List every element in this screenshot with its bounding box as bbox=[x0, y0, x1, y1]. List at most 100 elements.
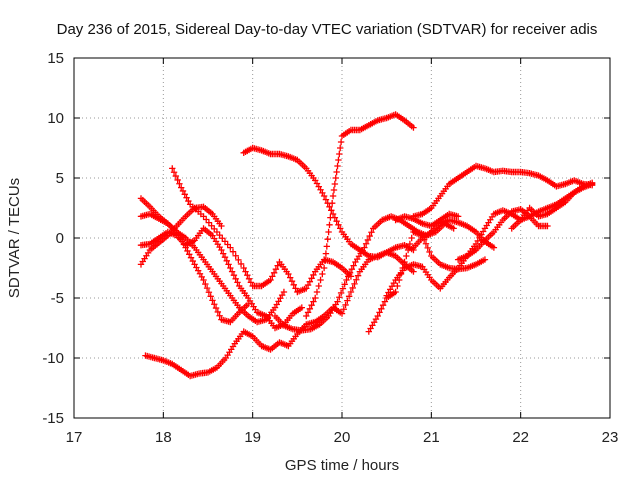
series-track-10 bbox=[365, 228, 489, 335]
data-point bbox=[544, 222, 551, 230]
data-point bbox=[351, 280, 358, 288]
x-tick-label: 18 bbox=[155, 429, 172, 446]
x-tick-label: 20 bbox=[334, 429, 351, 446]
data-point bbox=[339, 285, 347, 292]
data-point bbox=[285, 270, 292, 278]
y-tick-label: 0 bbox=[56, 230, 64, 247]
data-point bbox=[329, 210, 337, 218]
axis-ticks bbox=[73, 57, 611, 419]
data-point bbox=[333, 218, 340, 225]
data-point bbox=[330, 186, 338, 194]
x-tick-label: 17 bbox=[66, 429, 83, 446]
data-point bbox=[200, 276, 207, 284]
data-point bbox=[286, 274, 294, 281]
data-point bbox=[270, 269, 278, 276]
data-point bbox=[280, 288, 288, 296]
data-point bbox=[317, 276, 324, 284]
data-point bbox=[424, 244, 431, 252]
data-point bbox=[189, 257, 197, 265]
data-point bbox=[187, 254, 195, 261]
data-point bbox=[184, 247, 191, 255]
y-tick-label: -10 bbox=[42, 350, 64, 367]
data-point bbox=[392, 288, 399, 296]
data-point bbox=[228, 268, 236, 275]
data-point bbox=[368, 229, 375, 236]
data-point bbox=[306, 278, 314, 285]
series-track-16 bbox=[454, 206, 551, 263]
data-point bbox=[322, 196, 330, 203]
data-point bbox=[227, 244, 234, 251]
data-point bbox=[348, 266, 356, 273]
data-point bbox=[450, 225, 457, 232]
series-track-13 bbox=[410, 216, 498, 251]
data-point bbox=[203, 284, 211, 292]
series-track-7 bbox=[240, 144, 417, 261]
data-point bbox=[394, 282, 401, 290]
data-point bbox=[410, 268, 417, 275]
data-point bbox=[304, 309, 312, 316]
data-point bbox=[306, 305, 314, 312]
data-point bbox=[178, 184, 185, 191]
data-point bbox=[219, 250, 227, 257]
data-point bbox=[324, 236, 331, 243]
data-point bbox=[335, 221, 342, 228]
data-point bbox=[354, 272, 362, 279]
data-point bbox=[176, 180, 183, 187]
y-tick-label: 15 bbox=[47, 50, 64, 67]
data-point bbox=[205, 289, 213, 296]
data-point bbox=[312, 294, 319, 302]
data-point bbox=[209, 297, 216, 304]
data-point bbox=[341, 281, 348, 288]
data-point bbox=[336, 150, 343, 158]
data-point bbox=[230, 272, 238, 279]
grid bbox=[74, 58, 610, 418]
data-point bbox=[207, 293, 214, 300]
data-point bbox=[588, 180, 596, 188]
data-point bbox=[454, 213, 462, 220]
data-point bbox=[349, 284, 356, 292]
data-point bbox=[353, 276, 360, 283]
data-point bbox=[340, 306, 347, 313]
data-point bbox=[211, 301, 218, 308]
y-tick-label: -15 bbox=[42, 410, 64, 427]
data-point bbox=[328, 207, 335, 214]
data-point bbox=[298, 304, 305, 311]
data-point bbox=[328, 200, 336, 207]
data-point bbox=[336, 294, 343, 301]
data-point bbox=[290, 281, 297, 288]
data-point bbox=[303, 312, 310, 320]
data-point bbox=[267, 276, 274, 284]
data-point bbox=[227, 264, 234, 272]
data-point bbox=[338, 310, 346, 317]
data-point bbox=[216, 312, 223, 319]
x-tick-label: 19 bbox=[244, 429, 261, 446]
data-point bbox=[374, 312, 381, 320]
data-point bbox=[404, 246, 412, 254]
data-point bbox=[221, 254, 229, 261]
data-point bbox=[364, 236, 372, 244]
series-track-12 bbox=[410, 162, 596, 220]
data-point bbox=[481, 256, 489, 263]
x-tick-label: 22 bbox=[512, 429, 529, 446]
series-track-3 bbox=[137, 210, 288, 326]
data-point bbox=[319, 270, 326, 278]
data-point bbox=[303, 285, 310, 292]
data-point bbox=[410, 124, 417, 131]
data-point bbox=[329, 192, 337, 200]
data-point bbox=[344, 297, 351, 304]
data-point bbox=[315, 282, 322, 290]
data-point bbox=[169, 165, 176, 172]
data-point bbox=[288, 278, 296, 285]
data-point bbox=[378, 305, 385, 312]
series-track-6 bbox=[142, 249, 417, 380]
data-point bbox=[225, 261, 232, 268]
data-point bbox=[308, 302, 315, 309]
data-point bbox=[237, 260, 245, 268]
data-point bbox=[202, 280, 209, 288]
data-point bbox=[422, 240, 430, 247]
series-track-4 bbox=[137, 225, 305, 332]
data-point bbox=[313, 288, 321, 296]
data-point bbox=[274, 262, 281, 269]
data-point bbox=[408, 234, 415, 242]
